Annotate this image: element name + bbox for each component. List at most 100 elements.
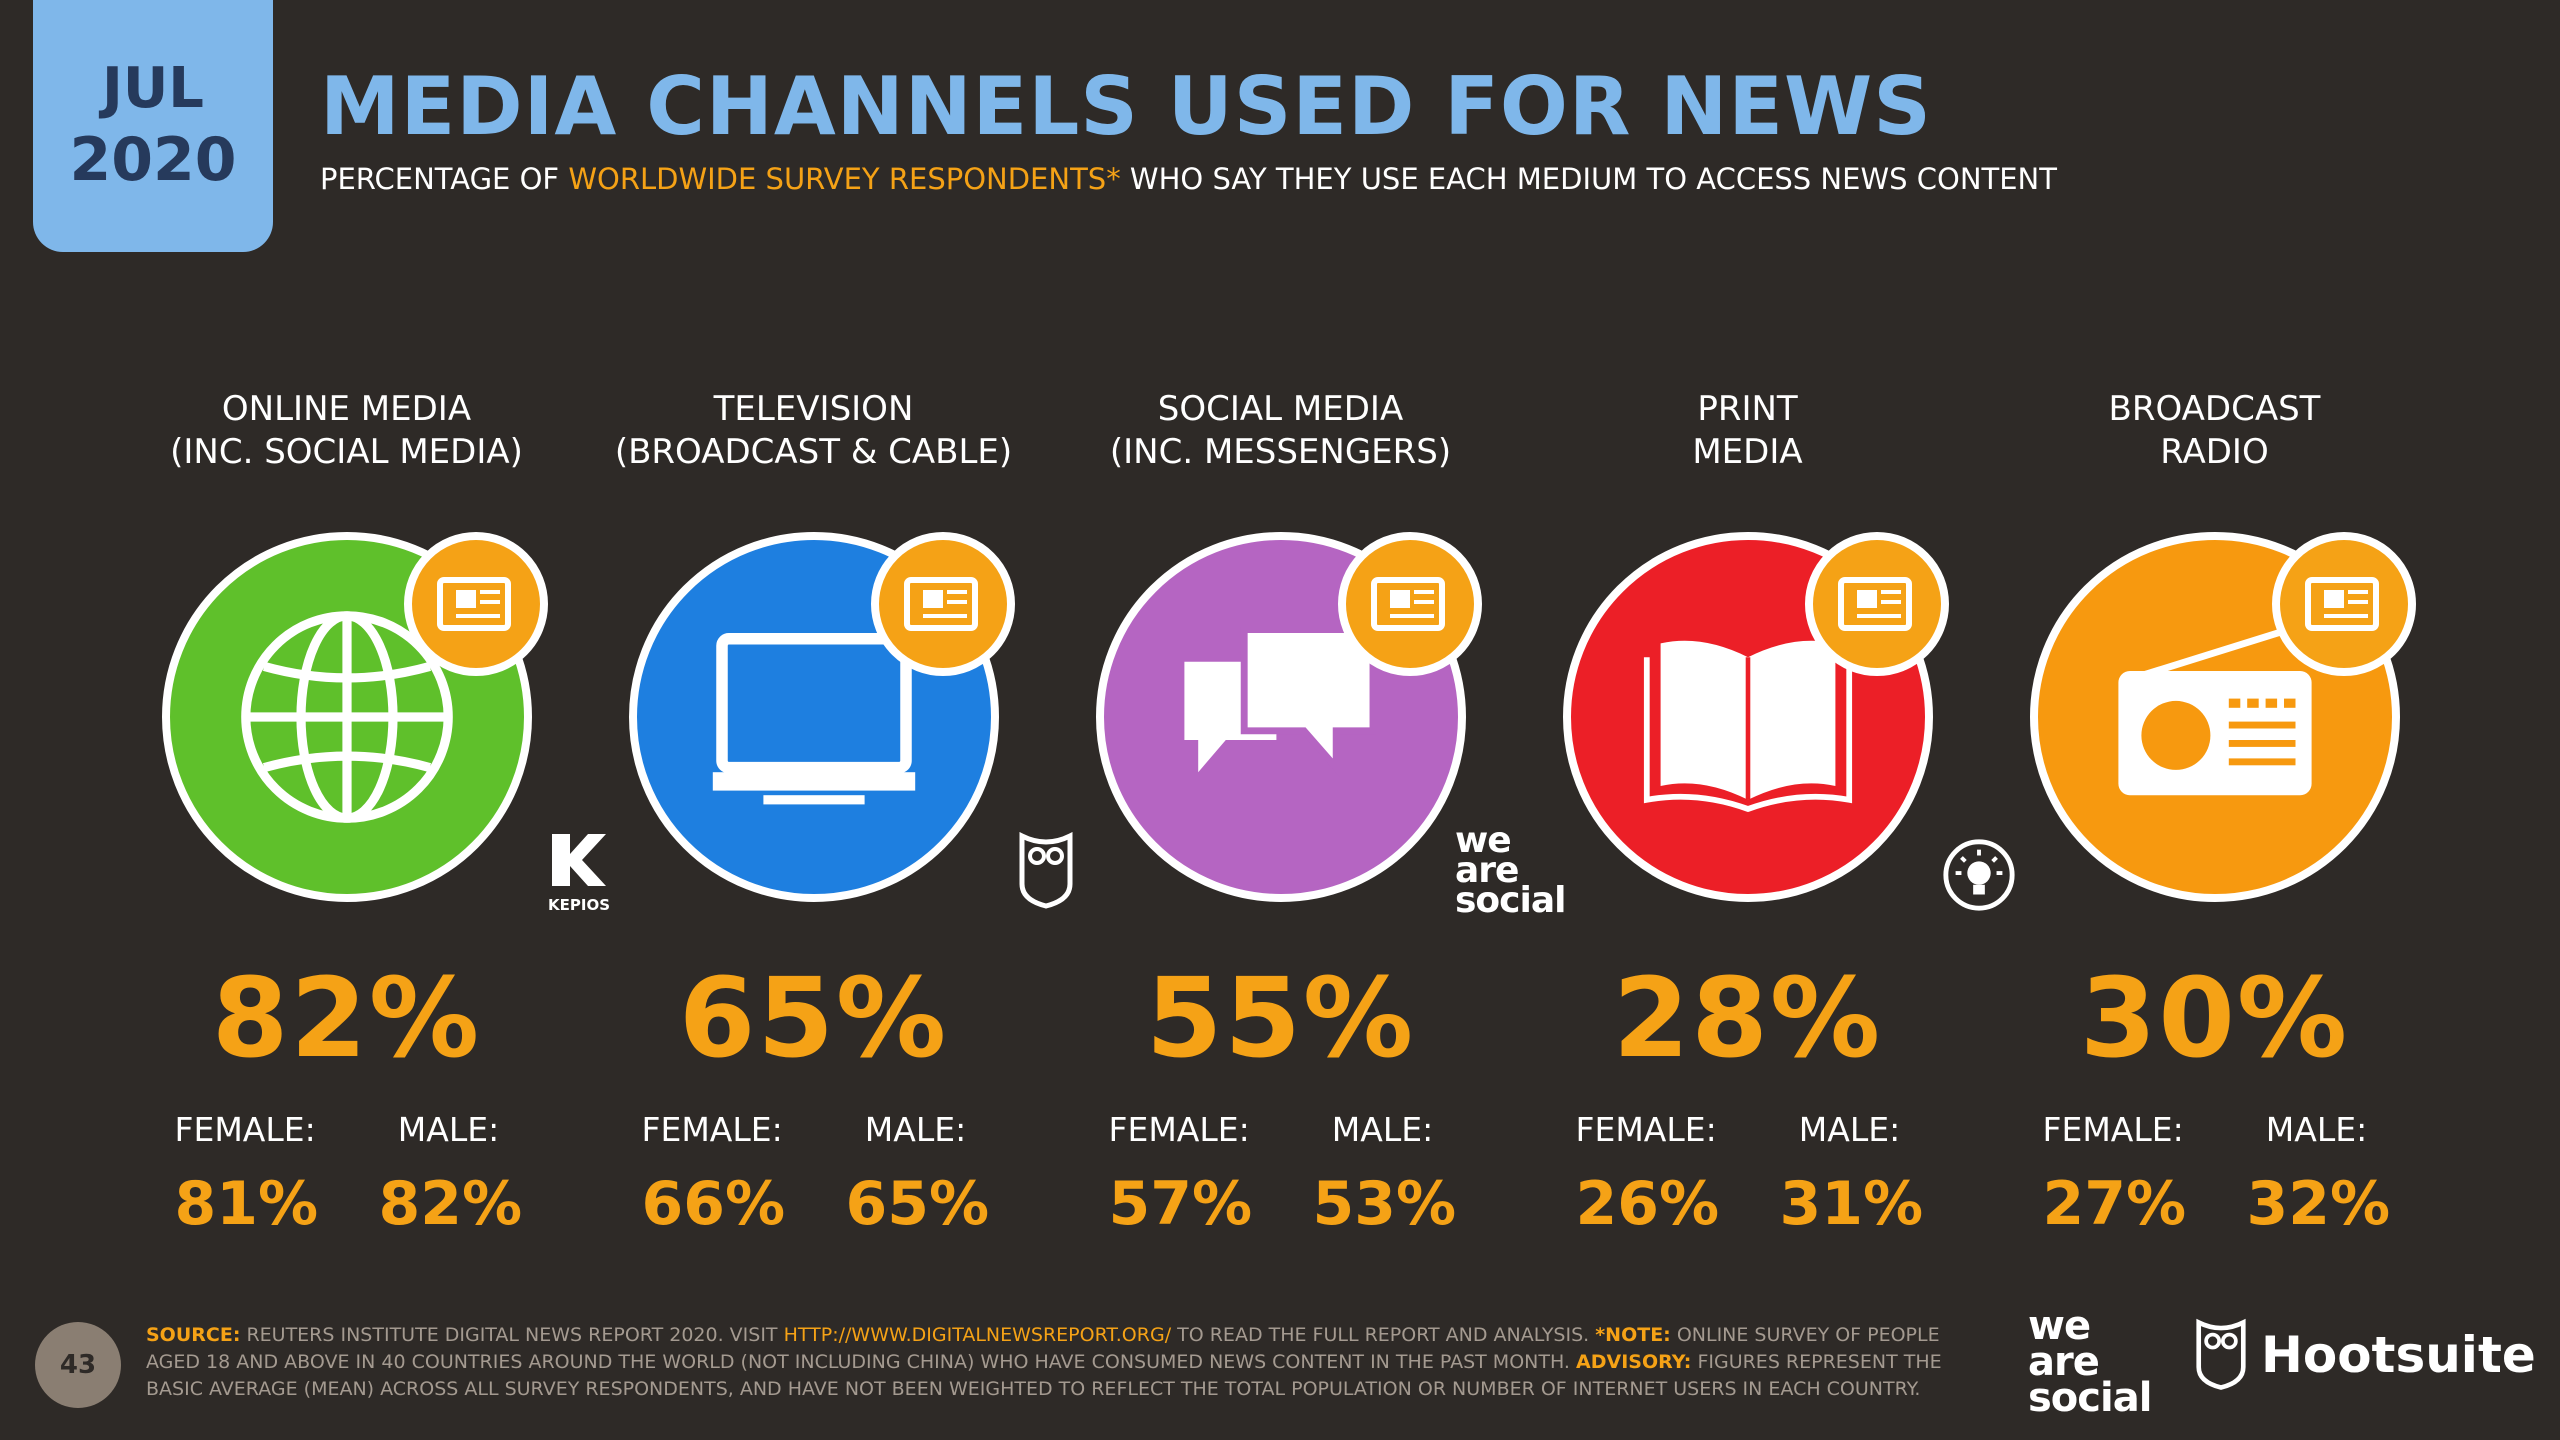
note-text: ONLINE SURVEY OF PEOPLE AGED 18 AND ABOV… [146, 1324, 1940, 1373]
gender-breakdown: FEMALE: 57% MALE: 53% [1047, 1110, 1514, 1239]
was-word-1: we [1455, 820, 1512, 861]
channel-label-line2: (BROADCAST & CABLE) [614, 432, 1013, 472]
male-stat: MALE: 53% [1312, 1110, 1457, 1239]
chat-bubbles-icon [1183, 626, 1376, 777]
channel-icon-circle [161, 532, 548, 902]
newspaper-badge [403, 532, 548, 676]
date-month: JUL [102, 56, 204, 122]
channel-label-line2: (INC. MESSENGERS) [1109, 432, 1452, 472]
female-label: FEMALE: [1108, 1110, 1250, 1149]
female-label: FEMALE: [174, 1110, 316, 1149]
channel-social-media: SOCIAL MEDIA (INC. MESSENGERS) 55% FEMAL… [1047, 388, 1514, 1239]
lightbulb-icon [1943, 839, 2015, 911]
male-percent: 82% [378, 1169, 523, 1239]
book-icon [1643, 640, 1852, 813]
radio-icon [2117, 626, 2312, 796]
channel-online-media: ONLINE MEDIA (INC. SOCIAL MEDIA) [113, 388, 580, 1239]
newspaper-badge [1337, 532, 1482, 676]
subtitle-highlight: WORLDWIDE SURVEY RESPONDENTS* [568, 162, 1121, 196]
channel-print-media: PRINT MEDIA 28% FEMALE: 26% [1514, 388, 1981, 1239]
channel-label: ONLINE MEDIA (INC. SOCIAL MEDIA) [113, 388, 580, 480]
note-label: *NOTE: [1595, 1324, 1671, 1346]
male-percent: 31% [1779, 1169, 1924, 1239]
date-badge: JUL 2020 [33, 0, 273, 252]
channel-broadcast-radio: BROADCAST RADIO [1981, 388, 2448, 1239]
male-stat: MALE: 65% [845, 1110, 990, 1239]
tv-icon [712, 633, 915, 805]
source-note: SOURCE: REUTERS INSTITUTE DIGITAL NEWS R… [146, 1322, 1996, 1403]
gender-breakdown: FEMALE: 27% MALE: 32% [1981, 1110, 2448, 1239]
female-percent: 57% [1108, 1169, 1253, 1239]
newspaper-badge [870, 532, 1015, 676]
male-label: MALE: [864, 1110, 967, 1149]
date-year: 2020 [69, 124, 237, 195]
channel-label-line1: TELEVISION [713, 389, 914, 429]
channel-label-line1: SOCIAL MEDIA [1157, 389, 1404, 429]
channel-label-line1: PRINT [1697, 389, 1798, 429]
newspaper-icon [1370, 577, 1445, 631]
newspaper-icon [2304, 577, 2379, 631]
we-are-social-logo: we are social [2028, 1303, 2152, 1418]
channel-label-line1: ONLINE MEDIA [221, 389, 472, 429]
newspaper-icon [436, 577, 511, 631]
male-percent: 65% [845, 1169, 990, 1239]
female-label: FEMALE: [1575, 1110, 1717, 1149]
channel-icon-circle [1095, 532, 1482, 902]
circle-background [1562, 532, 1933, 902]
source-text-2: TO READ THE FULL REPORT AND ANALYSIS. [1171, 1324, 1596, 1346]
hootsuite-logo: Hootsuite [2195, 1318, 2536, 1392]
kepios-wordmark: KEPIOS [548, 896, 610, 914]
was-word-3: social [1455, 880, 1566, 921]
male-label: MALE: [397, 1110, 500, 1149]
channel-total-percent: 65% [678, 954, 949, 1082]
hootsuite-owl-mark [1018, 831, 1074, 914]
male-stat: MALE: 31% [1779, 1110, 1924, 1239]
female-percent: 81% [174, 1169, 319, 1239]
female-stat: FEMALE: 66% [641, 1110, 786, 1239]
logo-was-word-2: are [2028, 1339, 2100, 1385]
kepios-logo: KEPIOS [548, 830, 610, 914]
channel-label: SOCIAL MEDIA (INC. MESSENGERS) [1047, 388, 1514, 480]
channel-label: TELEVISION (BROADCAST & CABLE) [580, 388, 1047, 480]
channel-icon-circle [1562, 532, 1949, 902]
channel-icon-circle [628, 532, 1015, 902]
source-label: SOURCE: [146, 1324, 241, 1346]
source-text: REUTERS INSTITUTE DIGITAL NEWS REPORT 20… [240, 1324, 784, 1346]
gender-breakdown: FEMALE: 81% MALE: 82% [113, 1110, 580, 1239]
channel-icon-circle [2029, 532, 2416, 902]
globe-icon [240, 611, 453, 823]
newspaper-icon [903, 577, 978, 631]
newspaper-badge [2271, 532, 2416, 676]
female-percent: 26% [1575, 1169, 1720, 1239]
channel-television: TELEVISION (BROADCAST & CABLE) 65% FEMAL… [580, 388, 1047, 1239]
channel-total-percent: 82% [211, 954, 482, 1082]
channel-total-percent: 30% [2079, 954, 2350, 1082]
female-stat: FEMALE: 81% [174, 1110, 319, 1239]
female-percent: 66% [641, 1169, 786, 1239]
newspaper-badge [1804, 532, 1949, 676]
logo-was-word-1: we [2028, 1303, 2091, 1349]
page-subtitle: PERCENTAGE OF WORLDWIDE SURVEY RESPONDEN… [320, 162, 2057, 196]
gender-breakdown: FEMALE: 26% MALE: 31% [1514, 1110, 1981, 1239]
hootsuite-wordmark: Hootsuite [2261, 1326, 2536, 1384]
channel-label-line2: RADIO [2160, 432, 2269, 472]
page-number: 43 [35, 1322, 121, 1408]
channel-label-line2: (INC. SOCIAL MEDIA) [170, 432, 523, 472]
source-link[interactable]: HTTP://WWW.DIGITALNEWSREPORT.ORG/ [783, 1324, 1172, 1346]
newspaper-icon [1837, 577, 1912, 631]
male-percent: 53% [1312, 1169, 1457, 1239]
channel-total-percent: 28% [1612, 954, 1883, 1082]
female-label: FEMALE: [2042, 1110, 2184, 1149]
female-stat: FEMALE: 57% [1108, 1110, 1253, 1239]
male-label: MALE: [1331, 1110, 1434, 1149]
male-stat: MALE: 32% [2247, 1110, 2391, 1239]
channel-label: PRINT MEDIA [1514, 388, 1981, 480]
channel-label: BROADCAST RADIO [1981, 388, 2448, 480]
channel-label-line2: MEDIA [1692, 432, 1803, 472]
subtitle-pre: PERCENTAGE OF [320, 162, 569, 196]
page-title: MEDIA CHANNELS USED FOR NEWS [320, 60, 1932, 153]
male-stat: MALE: 82% [378, 1110, 523, 1239]
advisory-label: ADVISORY: [1576, 1351, 1692, 1373]
kepios-k-icon [552, 834, 606, 886]
channel-total-percent: 55% [1145, 954, 1416, 1082]
